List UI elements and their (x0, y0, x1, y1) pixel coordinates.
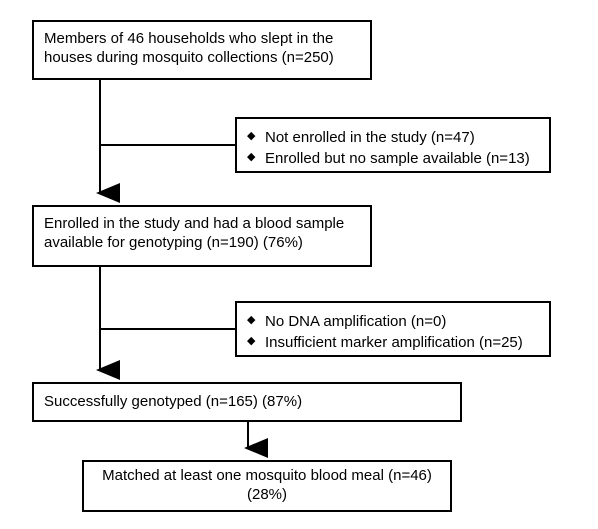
node-matched: Matched at least one mosquito blood meal… (82, 460, 452, 512)
node-genotyped-text: Successfully genotyped (n=165) (87%) (44, 393, 302, 412)
exclusion-2-list: No DNA amplification (n=0) Insufficient … (247, 313, 539, 353)
node-start: Members of 46 households who slept in th… (32, 20, 372, 80)
exclusion-1-list: Not enrolled in the study (n=47) Enrolle… (247, 129, 539, 169)
list-item: Insufficient marker amplification (n=25) (247, 334, 539, 353)
node-exclusion-1: Not enrolled in the study (n=47) Enrolle… (235, 117, 551, 173)
node-enrolled: Enrolled in the study and had a blood sa… (32, 205, 372, 267)
list-item: No DNA amplification (n=0) (247, 313, 539, 332)
list-item: Not enrolled in the study (n=47) (247, 129, 539, 148)
flowchart-canvas: Members of 46 households who slept in th… (0, 0, 598, 529)
node-enrolled-text: Enrolled in the study and had a blood sa… (44, 215, 344, 251)
node-genotyped: Successfully genotyped (n=165) (87%) (32, 382, 462, 422)
node-start-text: Members of 46 households who slept in th… (44, 30, 334, 66)
list-item: Enrolled but no sample available (n=13) (247, 150, 539, 169)
node-exclusion-2: No DNA amplification (n=0) Insufficient … (235, 301, 551, 357)
node-matched-text: Matched at least one mosquito blood meal… (94, 467, 440, 505)
